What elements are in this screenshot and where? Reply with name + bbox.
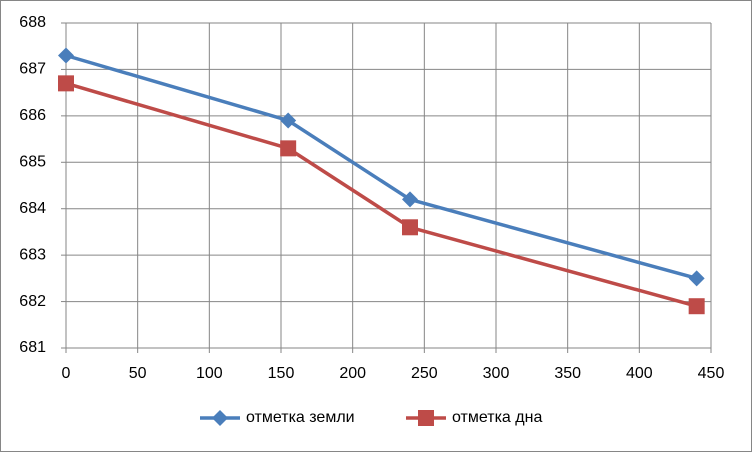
x-tick-label: 300: [483, 365, 510, 382]
x-tick-label: 200: [339, 365, 366, 382]
marker: [58, 75, 74, 92]
y-tick-label: 688: [19, 14, 46, 31]
y-tick-label: 684: [19, 200, 46, 217]
marker: [688, 270, 705, 287]
marker: [402, 191, 418, 208]
marker: [58, 47, 74, 64]
marker: [402, 219, 418, 236]
x-tick-label: 0: [62, 365, 71, 382]
y-tick-label: 687: [19, 61, 46, 78]
y-tick-label: 682: [19, 293, 46, 310]
marker: [280, 140, 297, 157]
marker: [212, 410, 228, 426]
legend-label: отметка дна: [452, 409, 542, 426]
series-line: [65, 53, 698, 281]
y-tick-label: 681: [19, 339, 46, 356]
marker: [418, 410, 434, 426]
x-tick-label: 50: [129, 365, 147, 382]
marker: [280, 112, 297, 129]
x-tick-label: 450: [698, 365, 725, 382]
x-tick-label: 250: [411, 365, 438, 382]
y-tick-label: 683: [19, 246, 46, 263]
legend-label: отметка земли: [246, 409, 355, 426]
x-tick-label: 100: [196, 365, 223, 382]
y-tick-label: 686: [19, 107, 46, 124]
x-tick-label: 150: [268, 365, 295, 382]
x-tick-label: 400: [626, 365, 653, 382]
series-line: [65, 81, 698, 308]
x-tick-label: 350: [554, 365, 581, 382]
y-tick-label: 685: [19, 154, 46, 171]
marker: [688, 298, 705, 315]
